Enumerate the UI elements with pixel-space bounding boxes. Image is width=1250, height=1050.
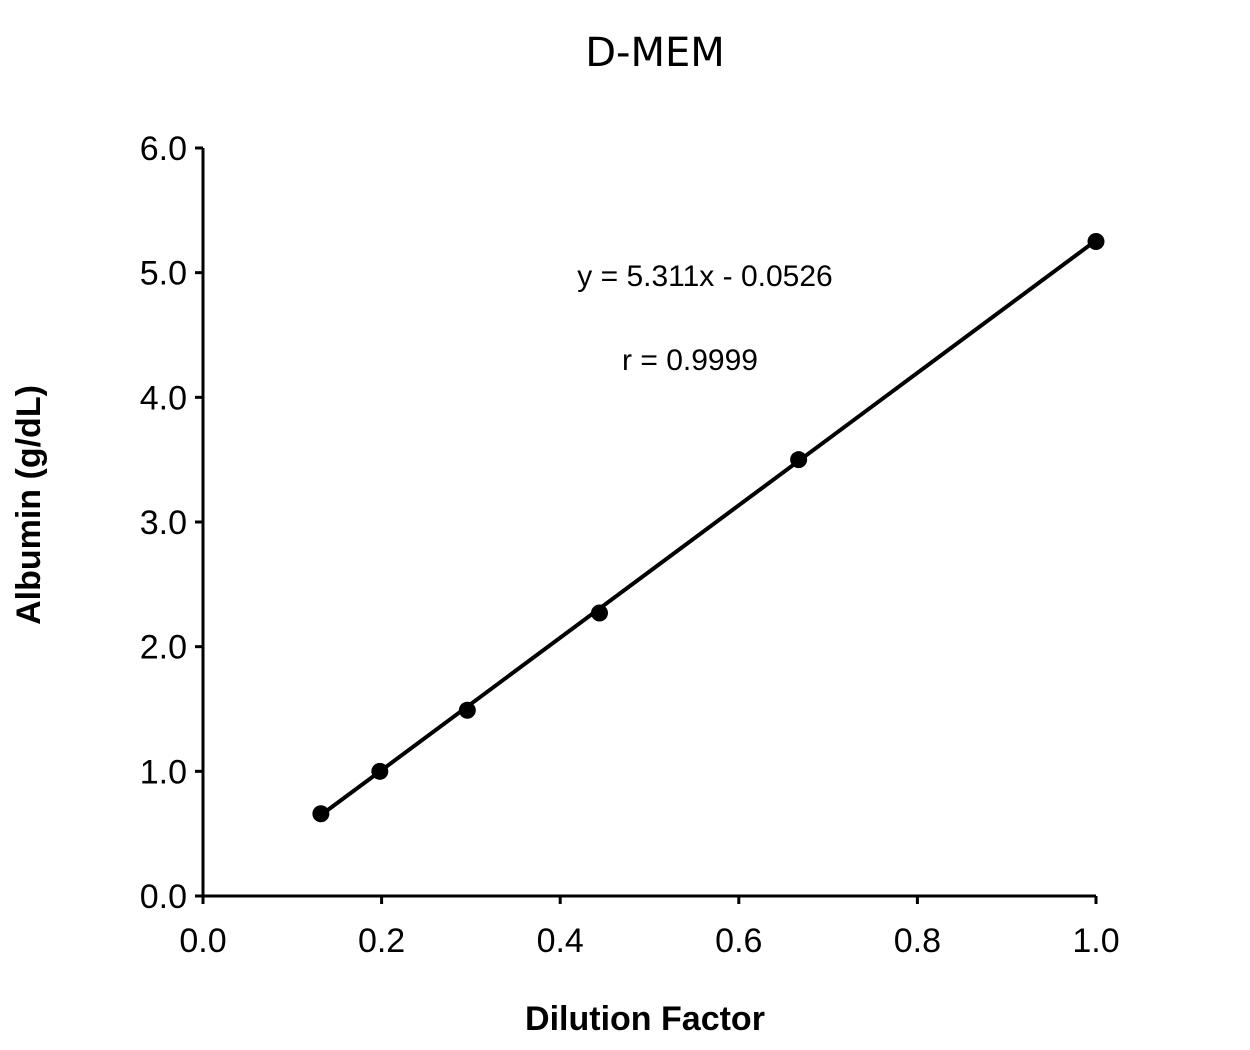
y-axis-title: Albumin (g/dL)	[10, 385, 48, 625]
y-tick-label: 1.0	[140, 753, 187, 791]
x-axis-title: Dilution Factor	[525, 1000, 765, 1038]
data-point	[790, 451, 808, 469]
x-tick-label: 0.2	[358, 922, 405, 960]
r-value-label: r = 0.9999	[622, 344, 758, 377]
data-point	[371, 762, 389, 780]
trendline	[319, 238, 1098, 817]
y-tick-label: 6.0	[140, 130, 187, 168]
y-tick-label: 5.0	[140, 255, 187, 293]
y-tick-label: 3.0	[140, 504, 187, 542]
data-point	[312, 805, 330, 823]
x-tick-label: 1.0	[1072, 922, 1119, 960]
y-tick-label: 2.0	[140, 629, 187, 667]
data-points	[312, 233, 1105, 823]
data-point	[590, 604, 608, 622]
data-point	[1087, 233, 1105, 250]
x-axis-ticks: 0.0 0.2 0.4 0.6 0.8 1.0	[179, 896, 1120, 960]
y-tick-label: 0.0	[140, 878, 187, 916]
x-tick-label: 0.6	[715, 922, 762, 960]
x-tick-label: 0.8	[894, 922, 941, 960]
x-tick-label: 0.4	[537, 922, 584, 960]
x-tick-label: 0.0	[179, 922, 226, 960]
equation-label: y = 5.311x - 0.0526	[577, 260, 832, 293]
trendline-group	[319, 238, 1098, 817]
y-axis-ticks: 0.0 1.0 2.0 3.0 4.0 5.0 6.0	[140, 130, 203, 916]
y-tick-label: 4.0	[140, 379, 187, 417]
data-point	[458, 701, 476, 719]
chart-title: D-MEM	[585, 30, 725, 76]
